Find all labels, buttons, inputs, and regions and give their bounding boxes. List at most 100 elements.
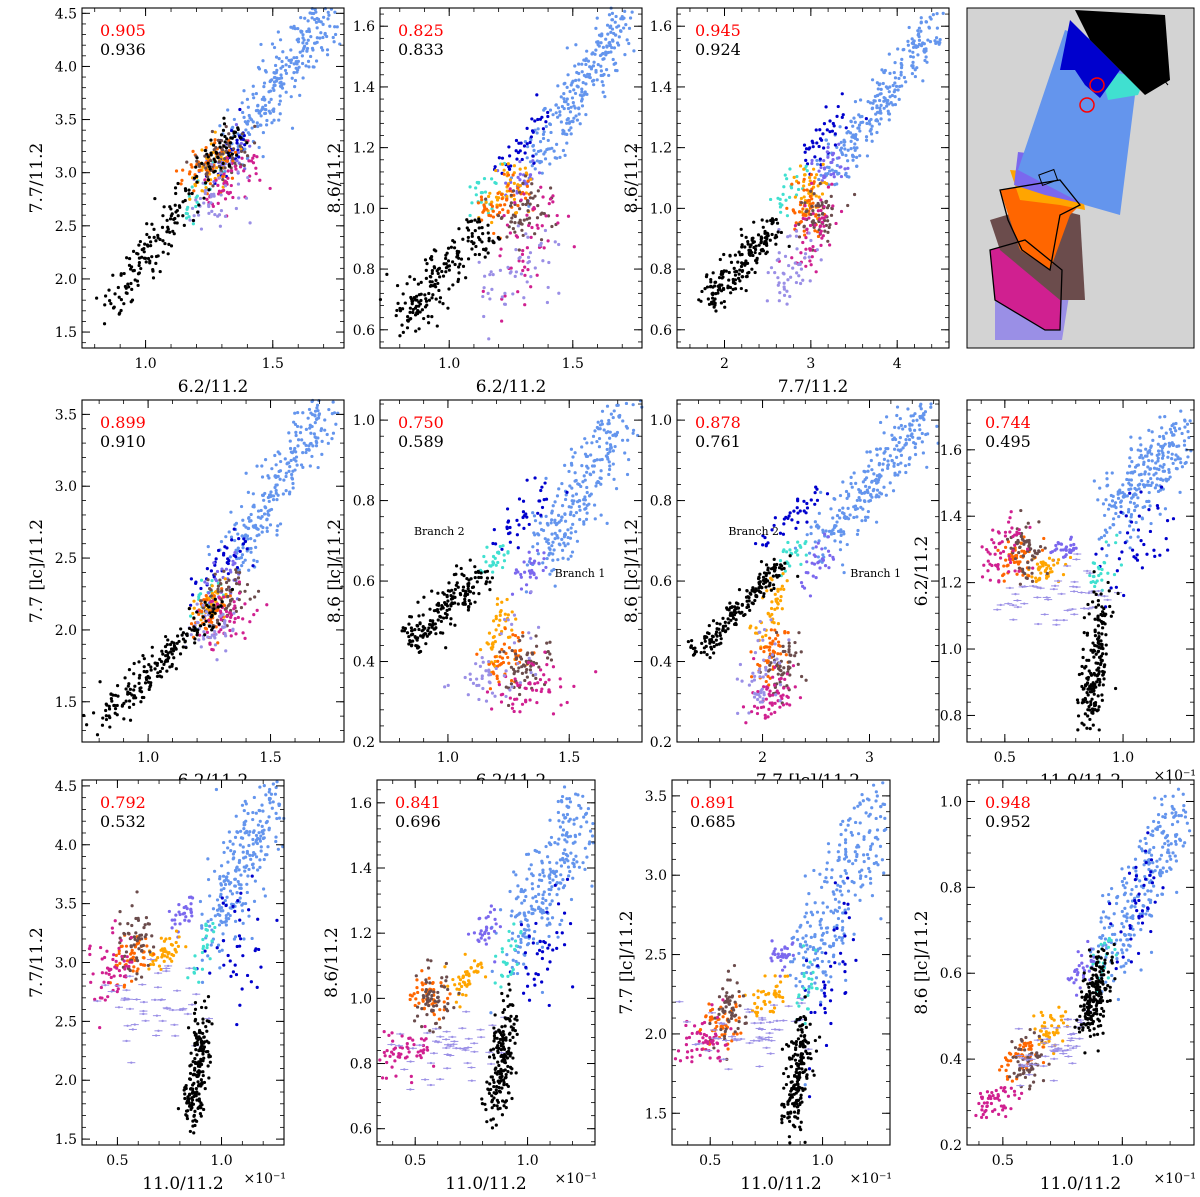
data-point [453, 240, 456, 243]
data-point [857, 127, 860, 130]
data-point [920, 16, 923, 19]
data-point [149, 665, 152, 668]
data-point [134, 696, 137, 699]
data-point [238, 598, 241, 601]
data-point [557, 106, 560, 109]
data-point [291, 482, 294, 485]
data-point [891, 459, 894, 462]
data-point [409, 307, 412, 310]
data-point [523, 218, 526, 221]
data-point [823, 230, 826, 233]
data-point [509, 270, 512, 273]
data-point [911, 66, 914, 69]
data-point [492, 619, 495, 622]
data-point [796, 506, 799, 509]
data-point [782, 548, 785, 551]
data-point [454, 588, 457, 591]
data-point [511, 649, 514, 652]
data-point [908, 438, 911, 441]
y-tick-label: 0.6 [650, 323, 672, 339]
data-point [150, 668, 153, 671]
data-point [186, 212, 189, 215]
data-point [414, 635, 417, 638]
data-point [828, 243, 831, 246]
data-point [617, 404, 620, 407]
y-tick-label: 1.2 [353, 141, 375, 157]
data-point [137, 244, 140, 247]
data-point [529, 275, 532, 278]
data-point [594, 670, 597, 673]
data-point [250, 126, 253, 129]
data-point [421, 636, 424, 639]
data-point [705, 275, 708, 278]
data-point [229, 141, 232, 144]
data-point [590, 52, 593, 55]
data-point [529, 178, 532, 181]
data-point [822, 234, 825, 237]
data-point [585, 441, 588, 444]
data-point [513, 614, 516, 617]
data-point [235, 141, 238, 144]
data-point [482, 315, 485, 318]
data-point [854, 505, 857, 508]
data-point [590, 67, 593, 70]
data-point [176, 634, 179, 637]
y-tick-label: 2.5 [55, 551, 77, 567]
x-tick-label: 1.5 [558, 750, 580, 766]
data-point [556, 536, 559, 539]
data-point [490, 177, 493, 180]
data-point [837, 156, 840, 159]
data-point [488, 237, 491, 240]
data-point [496, 561, 499, 564]
data-point [264, 104, 267, 107]
data-point [204, 149, 207, 152]
data-point [474, 253, 477, 256]
data-point [515, 519, 518, 522]
data-point [838, 509, 841, 512]
data-point [185, 217, 188, 220]
data-point [212, 205, 215, 208]
data-point [467, 606, 470, 609]
data-point [287, 59, 290, 62]
data-point [872, 472, 875, 475]
data-point [495, 617, 498, 620]
data-point [605, 44, 608, 47]
data-point [326, 48, 329, 51]
data-point [847, 175, 850, 178]
data-point [143, 665, 146, 668]
data-point [226, 108, 229, 111]
data-point [234, 165, 237, 168]
data-point [436, 282, 439, 285]
data-point [526, 479, 529, 482]
data-point [522, 296, 525, 299]
data-point [236, 170, 239, 173]
data-point [154, 262, 157, 265]
data-point [167, 651, 170, 654]
data-point [203, 633, 206, 636]
data-point [863, 470, 866, 473]
data-point [103, 322, 106, 325]
data-point [148, 259, 151, 262]
data-point [307, 60, 310, 63]
data-point [424, 297, 427, 300]
data-point [886, 467, 889, 470]
data-point [431, 272, 434, 275]
data-point [175, 169, 178, 172]
data-point [485, 700, 488, 703]
data-point [550, 521, 553, 524]
data-point [904, 80, 907, 83]
data-point [897, 448, 900, 451]
data-point [839, 548, 842, 551]
data-point [396, 284, 399, 287]
data-point [457, 265, 460, 268]
correlation-value-black: 0.924 [695, 40, 741, 59]
data-point [870, 481, 873, 484]
data-point [482, 661, 485, 664]
data-point [770, 628, 773, 631]
data-point [480, 226, 483, 229]
data-point [496, 660, 499, 663]
data-point [301, 451, 304, 454]
data-point [869, 129, 872, 132]
data-point [606, 24, 609, 27]
data-point [245, 141, 248, 144]
